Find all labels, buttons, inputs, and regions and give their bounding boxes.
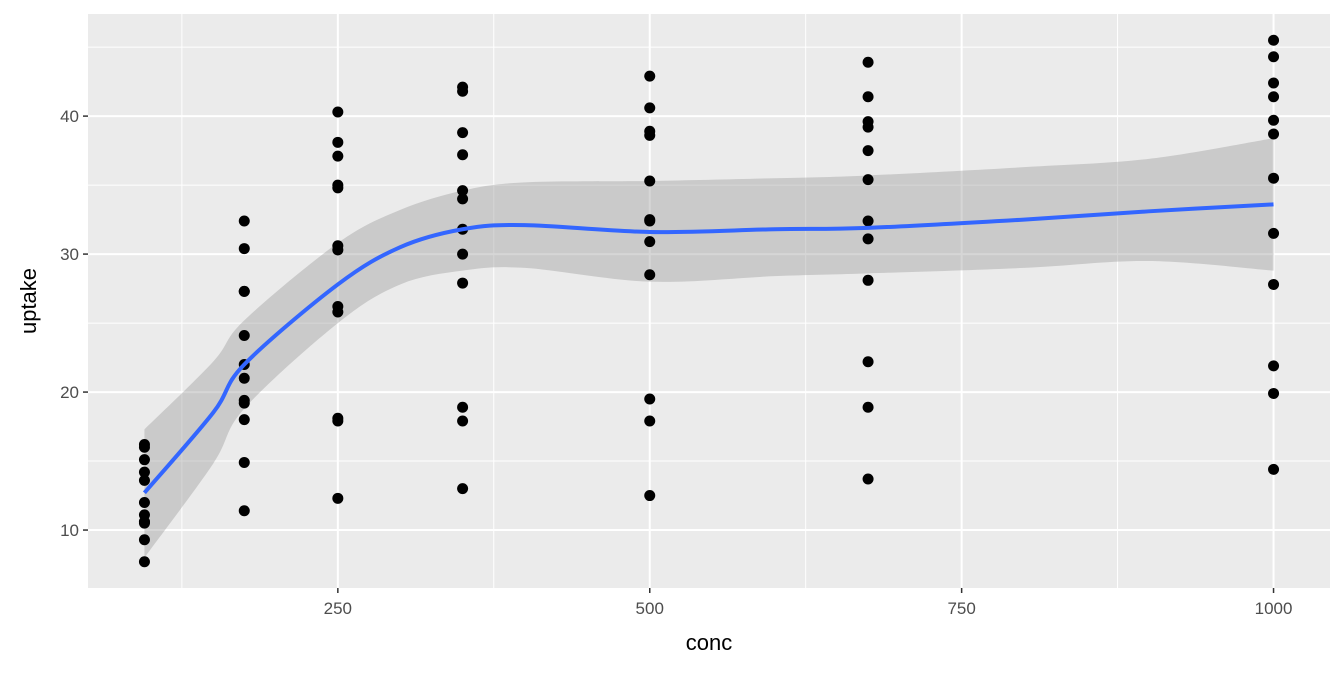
point — [457, 248, 469, 260]
point — [457, 149, 469, 161]
y-tick-label: 40 — [60, 107, 79, 126]
point — [862, 401, 874, 413]
point — [1268, 360, 1280, 372]
point — [862, 116, 874, 128]
point — [862, 473, 874, 485]
point — [138, 556, 150, 568]
point — [1268, 128, 1280, 140]
point — [457, 415, 469, 427]
point — [1268, 51, 1280, 63]
point — [644, 175, 656, 187]
point — [644, 393, 656, 405]
point — [238, 215, 250, 227]
point — [862, 274, 874, 286]
confidence-band — [144, 138, 1274, 558]
point — [138, 466, 150, 478]
point — [644, 129, 656, 141]
point — [238, 372, 250, 384]
point — [238, 329, 250, 341]
y-tick-label: 10 — [60, 521, 79, 540]
x-tick-label: 250 — [324, 599, 352, 618]
point — [138, 534, 150, 546]
x-tick-label: 500 — [636, 599, 664, 618]
point — [332, 492, 344, 504]
point — [457, 81, 469, 93]
point — [332, 150, 344, 162]
point — [1268, 227, 1280, 239]
point — [862, 233, 874, 245]
point — [1268, 34, 1280, 46]
point — [457, 277, 469, 289]
point — [238, 414, 250, 426]
panel — [88, 14, 1330, 588]
point — [644, 490, 656, 502]
point — [457, 185, 469, 197]
point — [457, 127, 469, 139]
point — [457, 193, 469, 205]
point — [332, 412, 344, 424]
point — [1268, 91, 1280, 103]
point — [644, 236, 656, 248]
point — [644, 415, 656, 427]
point — [238, 505, 250, 517]
point — [644, 102, 656, 114]
point — [332, 301, 344, 313]
point — [1268, 463, 1280, 475]
point — [1268, 77, 1280, 89]
point — [862, 356, 874, 368]
point — [1268, 278, 1280, 290]
x-axis-title: conc — [686, 630, 732, 655]
point — [1268, 387, 1280, 399]
point — [1268, 114, 1280, 126]
point — [138, 439, 150, 450]
point — [862, 56, 874, 68]
point — [138, 496, 150, 508]
point — [332, 240, 344, 252]
x-tick-label: 1000 — [1255, 599, 1293, 618]
point — [644, 269, 656, 281]
point — [138, 454, 150, 466]
point — [238, 243, 250, 255]
point — [862, 145, 874, 157]
point — [332, 136, 344, 148]
y-axis-title: uptake — [16, 268, 41, 334]
point — [862, 215, 874, 227]
point — [332, 179, 344, 191]
point — [457, 483, 469, 495]
y-tick-label: 30 — [60, 245, 79, 264]
point — [457, 401, 469, 413]
point — [644, 215, 656, 227]
point — [644, 70, 656, 82]
point — [332, 106, 344, 118]
point — [238, 456, 250, 468]
point — [862, 174, 874, 186]
point — [238, 285, 250, 297]
smooth-line — [142, 202, 1274, 495]
point — [138, 474, 150, 486]
y-tick-label: 20 — [60, 383, 79, 402]
point — [238, 397, 250, 409]
point — [862, 91, 874, 103]
x-tick-label: 750 — [947, 599, 975, 618]
point — [138, 517, 150, 529]
point — [1268, 172, 1280, 184]
